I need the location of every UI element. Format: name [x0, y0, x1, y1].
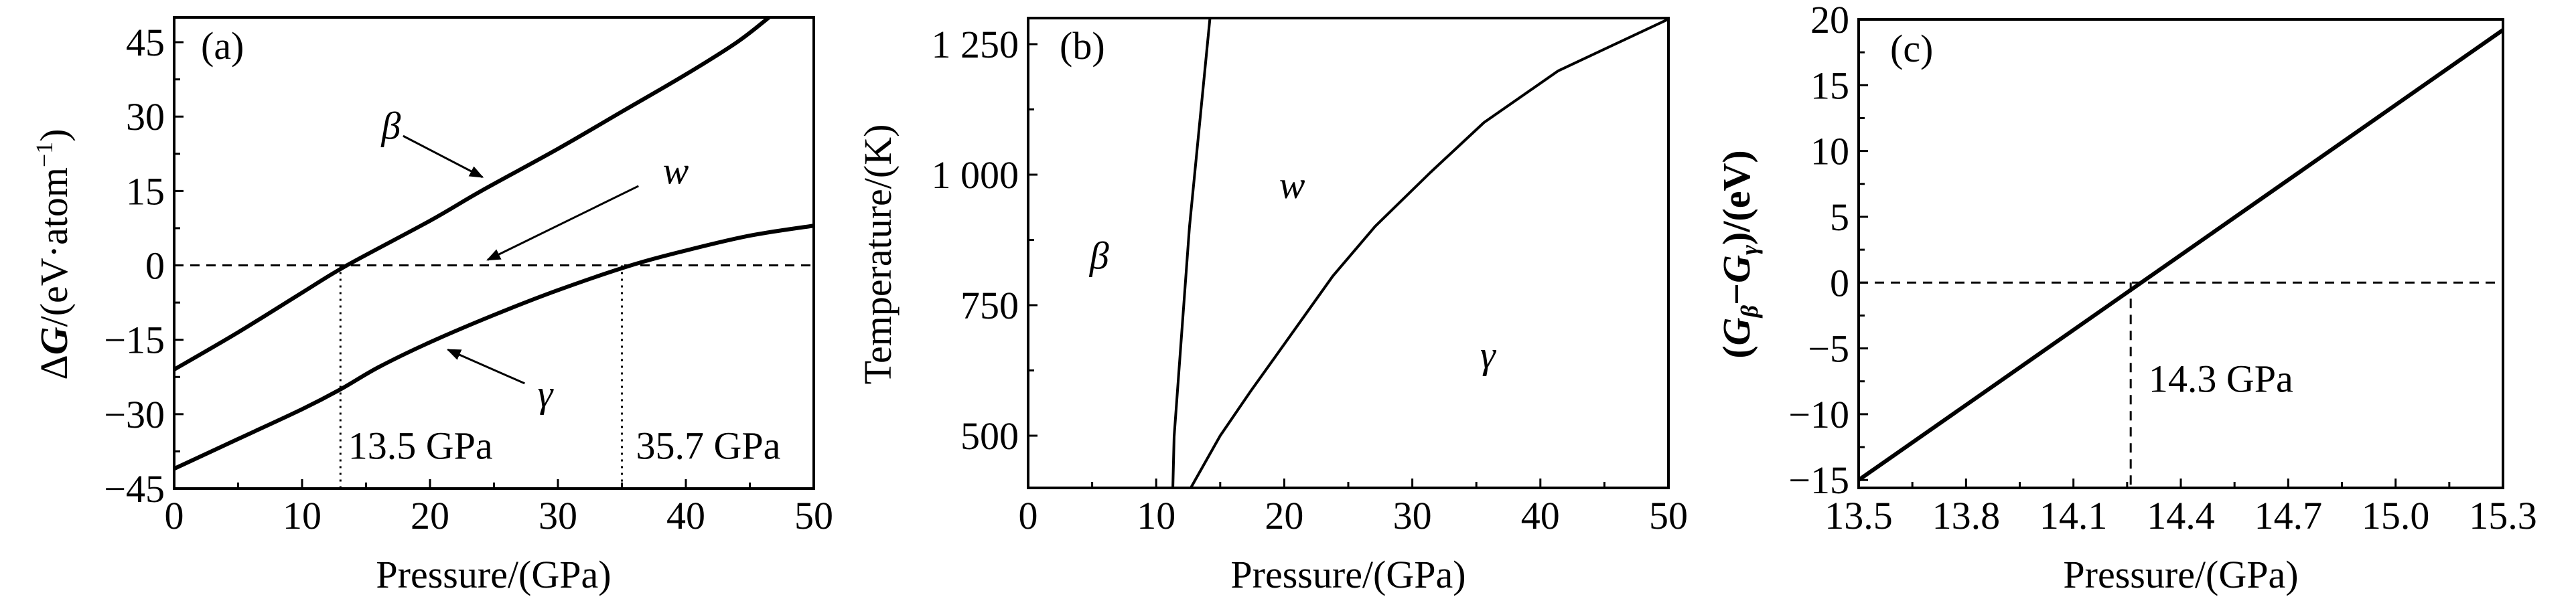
panel-b-series-2-line [1190, 17, 1669, 489]
panel-a-x-tick-label: 50 [794, 494, 833, 537]
panel-b-annotation: γ [1480, 333, 1497, 377]
panel-a-y-tick-label: 0 [145, 244, 165, 288]
panel-c-annotation: 14.3 GPa [2149, 357, 2293, 400]
panel-b-annotation: w [1279, 163, 1305, 207]
panel-c-frame [1857, 18, 2504, 489]
panel-b-ylabel: Temperature/(K) [856, 124, 900, 385]
panel-a-annotation: γ [537, 372, 554, 416]
panel-a-arrow [446, 349, 525, 385]
panel-a-annotation: 13.5 GPa [348, 424, 493, 468]
panel-a-y-tick-label: −30 [104, 393, 165, 436]
panel-a-xlabel: Pressure/(GPa) [376, 553, 611, 596]
panel-b-y-tick-label: 750 [960, 284, 1019, 327]
panel-a-arrow [403, 135, 484, 178]
panel-c-x-tick-label: 15.3 [2469, 494, 2537, 537]
panel-a-y-tick-label: −45 [104, 467, 165, 511]
panel-a-label: (a) [201, 24, 244, 68]
panel-c-y-tick-label: 15 [1810, 64, 1849, 107]
panel-b-x-tick-label: 40 [1521, 494, 1560, 537]
panel-a-series-1-line [173, 15, 770, 371]
panel-c-y-tick-label: 5 [1830, 195, 1849, 239]
panel-a-x-tick-label: 10 [283, 494, 321, 537]
panel-c-y-tick-label: 0 [1830, 261, 1849, 305]
panel-b-y-tick-label: 1 250 [932, 23, 1019, 66]
panel-a-y-tick-label: 15 [126, 169, 165, 213]
panel-b-x-tick-label: 0 [1019, 494, 1038, 537]
panel-a-frame [173, 16, 815, 490]
panel-b: 0 10 20 30 40 50 500 750 1 000 1 250 β w γ [932, 17, 1688, 537]
panel-a-y-tick-label: −15 [104, 319, 165, 362]
panel-c-y-tick-label: 10 [1810, 130, 1849, 173]
panel-c-x-tick-label: 13.5 [1824, 494, 1893, 537]
panel-c-x-tick-label: 14.1 [2040, 494, 2108, 537]
panel-c-label: (c) [1890, 27, 1933, 70]
panel-c-x-tick-label: 14.4 [2147, 494, 2215, 537]
panel-a: 0 10 20 30 40 50 −45 −30 −15 0 15 30 45 β w γ 13.5 GPa 35… [104, 15, 833, 537]
panel-a-annotation: β [380, 104, 401, 148]
panel-c-xlabel: Pressure/(GPa) [2063, 553, 2298, 596]
panel-a-x-tick-label: 40 [666, 494, 705, 537]
panel-b-x-tick-label: 10 [1137, 494, 1175, 537]
panel-b-y-tick-label: 1 000 [932, 153, 1019, 197]
panel-b-x-tick-label: 30 [1393, 494, 1432, 537]
panel-b-frame [1027, 17, 1670, 489]
panel-a-annotation: w [663, 149, 689, 192]
panel-b-annotation: β [1089, 234, 1109, 277]
panel-a-series-2-line [173, 224, 814, 471]
panel-a-annotation: 35.7 GPa [636, 424, 781, 468]
panel-a-arrow [486, 185, 639, 261]
panel-a-y-tick-label: 30 [126, 95, 165, 139]
panel-a-x-tick-label: 30 [539, 494, 577, 537]
panel-c-ylabel: (Gβ−Gγ)/(eV) [1715, 150, 1763, 358]
panel-a-y-tick-label: 45 [126, 21, 165, 64]
panel-c-series-1-line [1857, 28, 2504, 482]
panel-c-x-tick-label: 14.7 [2255, 494, 2323, 537]
panel-a-x-tick-label: 0 [165, 494, 184, 537]
panel-b-y-tick-label: 500 [960, 414, 1019, 458]
panel-c-y-tick-label: 20 [1810, 0, 1849, 41]
panel-b-x-tick-label: 50 [1649, 494, 1688, 537]
panel-c-x-tick-label: 15.0 [2362, 494, 2430, 537]
panel-b-xlabel: Pressure/(GPa) [1230, 553, 1465, 596]
panel-b-x-tick-label: 20 [1265, 494, 1303, 537]
panel-c-y-tick-label: −15 [1788, 458, 1849, 502]
panel-b-series-1-line [1171, 17, 1212, 489]
panel-c-x-tick-label: 13.8 [1932, 494, 2001, 537]
panel-c: 13.5 13.8 14.1 14.4 14.7 15.0 15.3 −15 −10 −5 0 5 10… [1788, 0, 2536, 537]
panel-a-ylabel: ΔG/(eV·atom−1) [31, 128, 76, 379]
panel-c-y-tick-label: −5 [1808, 327, 1849, 371]
panel-a-x-tick-label: 20 [411, 494, 449, 537]
panel-c-y-tick-label: −10 [1788, 393, 1849, 436]
panel-b-label: (b) [1060, 24, 1105, 68]
